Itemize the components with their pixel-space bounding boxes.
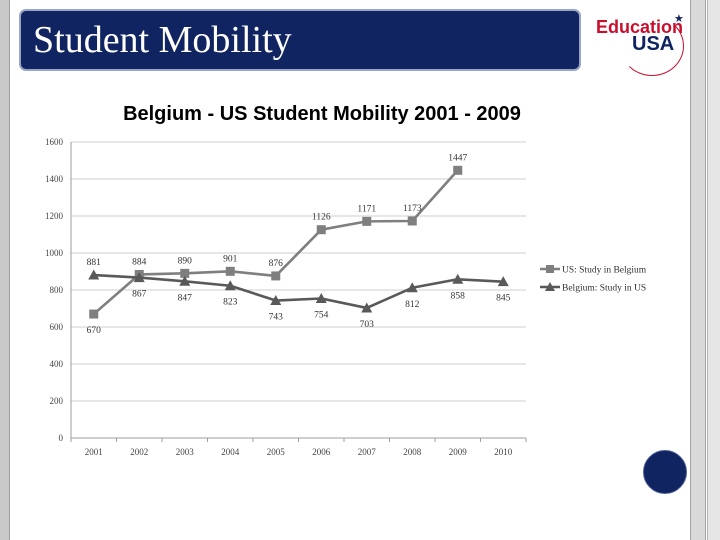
x-tick-label: 2004 — [221, 447, 240, 457]
x-tick-label: 2008 — [403, 447, 422, 457]
y-tick-label: 600 — [50, 322, 64, 332]
data-label: 670 — [87, 326, 102, 336]
slide-title: Student Mobility — [33, 19, 292, 61]
data-label: 812 — [405, 300, 420, 310]
right-border-decoration — [690, 0, 706, 540]
data-label: 845 — [496, 294, 511, 304]
data-label: 1173 — [403, 204, 422, 214]
data-label: 743 — [269, 313, 284, 323]
square-marker — [316, 225, 326, 235]
navigation-dot-button[interactable] — [643, 450, 687, 494]
triangle-marker — [361, 302, 373, 313]
x-tick-label: 2010 — [494, 447, 513, 457]
series-line-2 — [93, 273, 504, 310]
y-tick-label: 200 — [50, 396, 64, 406]
triangle-marker — [315, 293, 327, 304]
data-label: 901 — [223, 254, 238, 264]
data-label: 1171 — [357, 204, 376, 214]
square-marker — [453, 165, 463, 175]
data-label: 884 — [132, 257, 147, 267]
y-tick-label: 1000 — [45, 248, 64, 258]
chart-title: Belgium - US Student Mobility 2001 - 200… — [123, 103, 521, 125]
triangle-marker — [88, 269, 100, 280]
data-label: 754 — [314, 311, 329, 321]
data-label: 876 — [269, 259, 284, 269]
square-marker — [89, 309, 99, 319]
square-marker — [271, 271, 281, 281]
data-label: 1447 — [448, 153, 467, 163]
left-border-decoration — [0, 0, 10, 540]
line-chart: Belgium - US Student Mobility 2001 - 200… — [45, 103, 647, 457]
logo-word-education: Education — [596, 17, 684, 37]
y-tick-label: 400 — [50, 359, 64, 369]
square-marker — [180, 268, 190, 278]
square-marker — [362, 216, 372, 226]
education-usa-logo: ★ Education USA — [590, 12, 690, 76]
x-tick-label: 2003 — [176, 447, 195, 457]
y-tick-label: 1200 — [45, 211, 64, 221]
logo-star-icon: ★ — [674, 13, 684, 25]
right-outer-border-decoration — [707, 0, 720, 540]
data-label: 881 — [87, 258, 102, 268]
triangle-marker — [133, 272, 145, 283]
y-tick-label: 0 — [59, 433, 64, 443]
logo-word-usa: USA — [632, 33, 675, 55]
y-tick-label: 800 — [50, 285, 64, 295]
x-tick-label: 2005 — [267, 447, 286, 457]
data-label: 858 — [451, 291, 466, 301]
triangle-marker — [179, 275, 191, 286]
legend-square-marker — [546, 265, 554, 273]
x-tick-label: 2001 — [85, 447, 103, 457]
triangle-marker — [452, 273, 464, 284]
legend-triangle-marker — [545, 282, 555, 291]
triangle-marker — [406, 282, 418, 293]
x-tick-label: 2006 — [312, 447, 331, 457]
y-tick-label: 1600 — [45, 137, 64, 147]
triangle-marker — [497, 276, 509, 287]
y-tick-label: 1400 — [45, 174, 64, 184]
x-tick-label: 2007 — [358, 447, 377, 457]
square-marker — [407, 216, 417, 226]
x-tick-label: 2002 — [130, 447, 148, 457]
logo-arc-icon — [620, 16, 684, 76]
title-bar: Student Mobility — [19, 9, 581, 71]
square-marker — [225, 266, 235, 276]
data-label: 847 — [178, 293, 193, 303]
legend-label: US: Study in Belgium — [562, 266, 647, 276]
triangle-marker — [270, 295, 282, 306]
data-label: 823 — [223, 298, 238, 308]
data-label: 890 — [178, 256, 193, 266]
data-label: 703 — [360, 320, 375, 330]
legend-label: Belgium: Study in US — [562, 284, 646, 294]
data-label: 867 — [132, 290, 147, 300]
x-tick-label: 2009 — [449, 447, 468, 457]
triangle-marker — [224, 280, 236, 291]
data-label: 1126 — [312, 213, 331, 223]
